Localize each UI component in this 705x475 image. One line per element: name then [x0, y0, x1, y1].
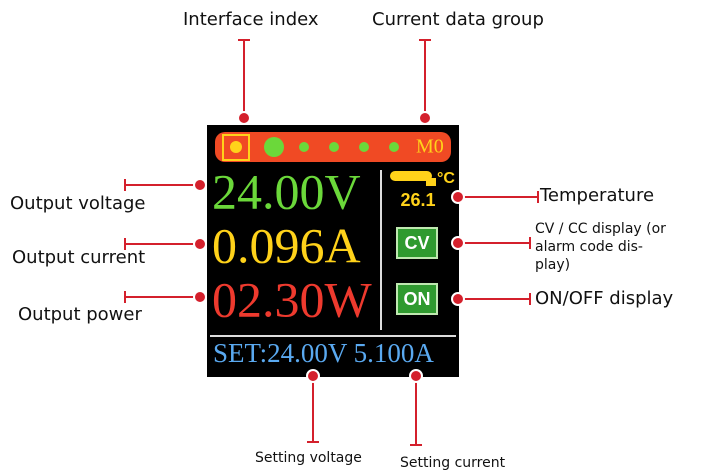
output-state: ON: [404, 289, 431, 309]
callout-label: Output current: [12, 247, 145, 268]
mode: CV: [404, 233, 429, 253]
callout-label: play): [535, 257, 570, 273]
index-dot: [329, 142, 339, 152]
callout-label: Setting current: [400, 455, 506, 471]
current: 0.096A: [212, 217, 361, 273]
sun-icon: [230, 141, 242, 153]
power: 02.30W: [212, 271, 373, 327]
setting: SET:24.00V 5.100A: [213, 338, 434, 368]
thermo-icon: [426, 178, 436, 186]
callout-label: ON/OFF display: [535, 288, 674, 309]
index-dot: [299, 142, 309, 152]
callout-label: Current data group: [372, 9, 544, 30]
callout-label: Temperature: [539, 185, 654, 206]
callout-label: Output voltage: [10, 193, 146, 214]
index-dot: [389, 142, 399, 152]
diagram: M0 24.00V 0.096A 02.30W °C 26.1 CV ON SE…: [0, 0, 705, 475]
callout-label: CV / CC display (or: [535, 221, 666, 237]
temperature-unit: °C: [437, 170, 455, 187]
thermo-icon: [390, 171, 432, 181]
callout-label: Output power: [18, 304, 142, 325]
index-dot: [359, 142, 369, 152]
voltage: 24.00V: [212, 163, 361, 219]
callout-label: Interface index: [183, 9, 319, 30]
index-dot: [264, 137, 284, 157]
callout-label: Setting voltage: [255, 450, 362, 466]
group-label: M0: [416, 136, 444, 158]
callout-label: alarm code dis-: [535, 239, 643, 255]
temperature: 26.1: [400, 190, 435, 210]
